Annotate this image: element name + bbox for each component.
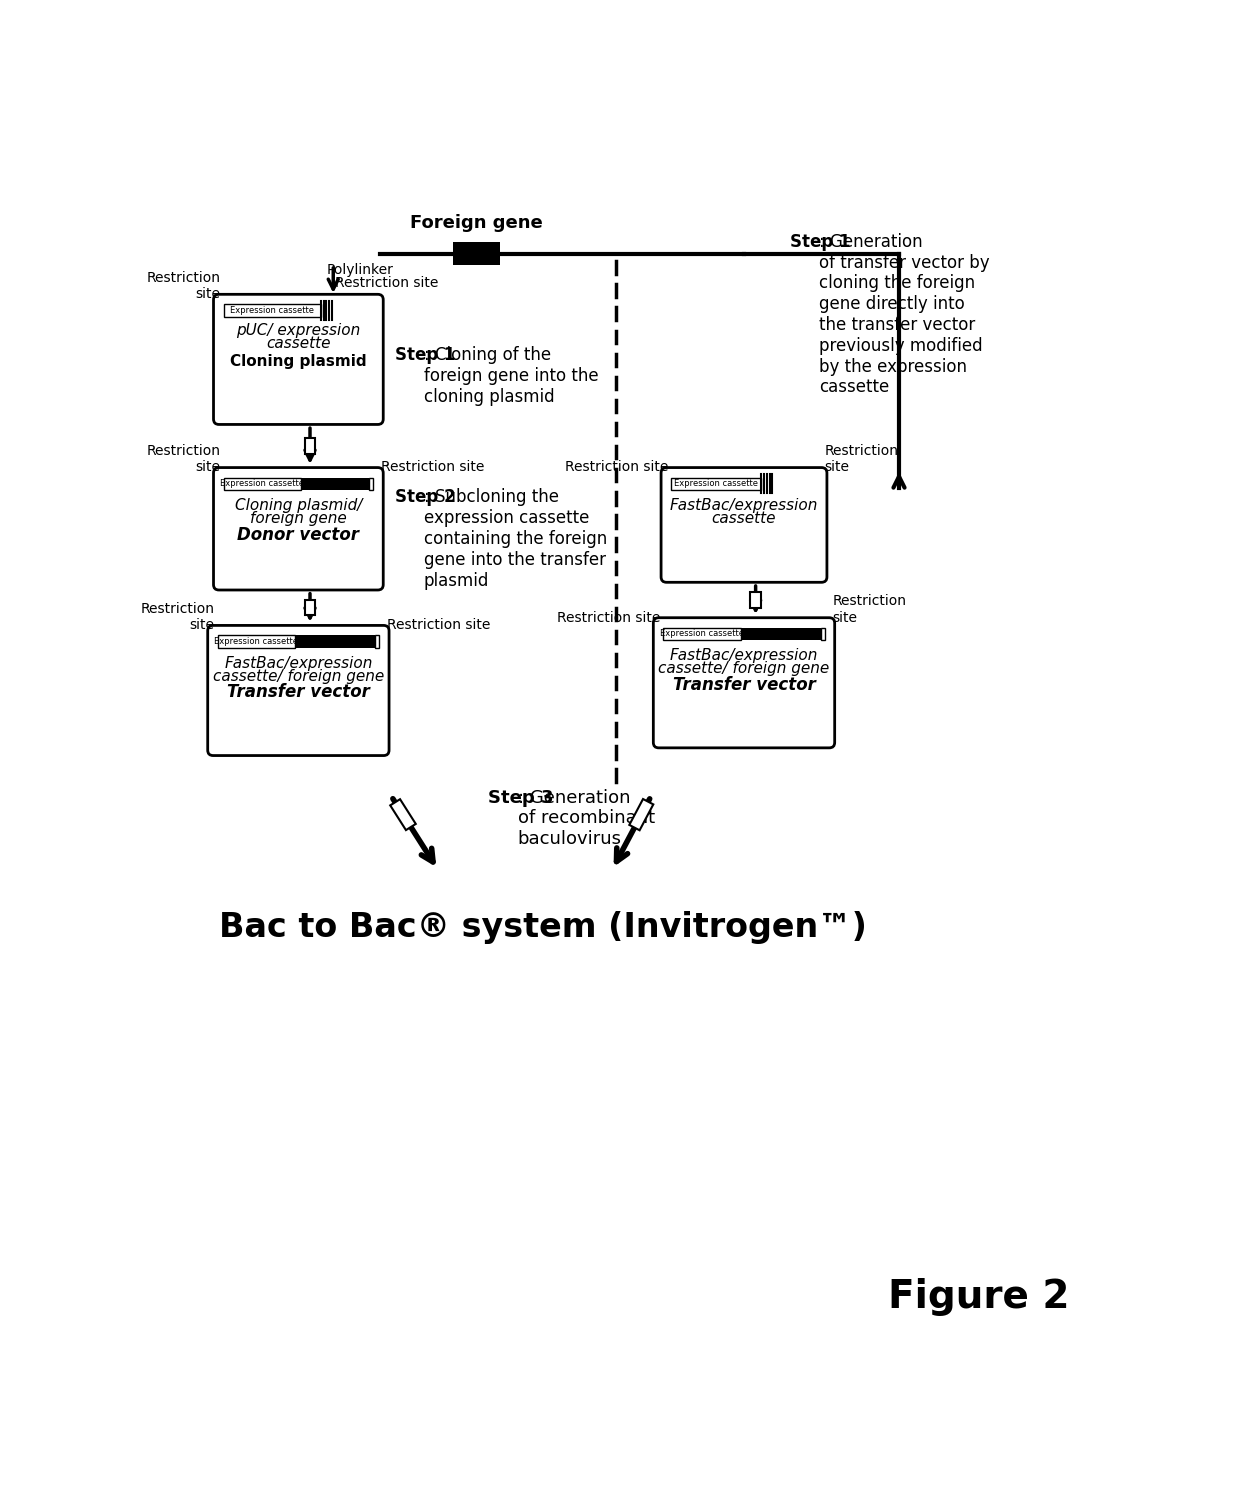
Text: cassette: cassette bbox=[267, 337, 331, 352]
Bar bbox=[454, 242, 500, 265]
Bar bbox=[391, 800, 415, 830]
Text: Restriction
site: Restriction site bbox=[146, 445, 221, 475]
FancyBboxPatch shape bbox=[207, 625, 389, 756]
Text: cassette/ foreign gene: cassette/ foreign gene bbox=[213, 669, 384, 684]
Text: FastBac/expression: FastBac/expression bbox=[224, 655, 372, 670]
Text: Polylinker: Polylinker bbox=[327, 263, 394, 277]
Bar bbox=[295, 636, 374, 648]
Text: cassette: cassette bbox=[712, 511, 776, 526]
Text: Restriction
site: Restriction site bbox=[146, 271, 221, 301]
Text: Cloning plasmid: Cloning plasmid bbox=[231, 353, 367, 368]
Bar bbox=[223, 478, 301, 490]
Text: : Generation
of transfer vector by
cloning the foreign
gene directly into
the tr: : Generation of transfer vector by cloni… bbox=[820, 233, 990, 397]
Text: : Cloning of the
foreign gene into the
cloning plasmid: : Cloning of the foreign gene into the c… bbox=[424, 346, 599, 406]
Text: Expression cassette: Expression cassette bbox=[660, 630, 744, 639]
FancyBboxPatch shape bbox=[653, 618, 835, 748]
Text: Restriction site: Restriction site bbox=[335, 277, 438, 290]
Text: pUC/ expression: pUC/ expression bbox=[237, 323, 361, 338]
Bar bbox=[671, 478, 761, 490]
Text: Restriction
site: Restriction site bbox=[140, 603, 215, 633]
Text: Expression cassette: Expression cassette bbox=[231, 307, 314, 316]
FancyBboxPatch shape bbox=[661, 467, 827, 582]
Text: Bac to Bac® system (Invitrogen™): Bac to Bac® system (Invitrogen™) bbox=[218, 911, 867, 944]
Text: : Generation
of recombinant
baculovirus: : Generation of recombinant baculovirus bbox=[518, 789, 655, 848]
Text: Step 2: Step 2 bbox=[396, 488, 456, 507]
Text: Restriction site: Restriction site bbox=[387, 618, 490, 633]
Text: Step 1: Step 1 bbox=[396, 346, 456, 364]
Bar bbox=[305, 600, 315, 615]
Bar bbox=[630, 800, 653, 830]
Text: FastBac/expression: FastBac/expression bbox=[670, 497, 818, 513]
FancyBboxPatch shape bbox=[213, 467, 383, 591]
Text: Expression cassette: Expression cassette bbox=[675, 479, 759, 488]
Text: Transfer vector: Transfer vector bbox=[672, 676, 816, 694]
Bar bbox=[301, 478, 370, 490]
Text: Step 3: Step 3 bbox=[489, 789, 554, 807]
Text: Restriction
site: Restriction site bbox=[825, 445, 899, 475]
Text: Restriction site: Restriction site bbox=[564, 460, 668, 475]
Text: Restriction site: Restriction site bbox=[381, 460, 485, 475]
Text: Transfer vector: Transfer vector bbox=[227, 684, 370, 702]
Text: Restriction
site: Restriction site bbox=[832, 595, 906, 625]
Text: FastBac/expression: FastBac/expression bbox=[670, 648, 818, 663]
Bar bbox=[218, 636, 295, 648]
Text: : Subcloning the
expression cassette
containing the foreign
gene into the transf: : Subcloning the expression cassette con… bbox=[424, 488, 608, 589]
Bar bbox=[740, 628, 821, 640]
Text: Donor vector: Donor vector bbox=[237, 526, 360, 544]
FancyBboxPatch shape bbox=[213, 295, 383, 424]
Bar bbox=[750, 592, 761, 607]
Text: Expression cassette: Expression cassette bbox=[215, 637, 299, 646]
Bar bbox=[223, 304, 321, 317]
Text: Step 1: Step 1 bbox=[791, 233, 851, 251]
Bar bbox=[305, 439, 315, 454]
Text: Expression cassette: Expression cassette bbox=[221, 479, 305, 488]
Text: Foreign gene: Foreign gene bbox=[410, 213, 543, 231]
Text: Cloning plasmid/: Cloning plasmid/ bbox=[234, 497, 362, 513]
Text: Figure 2: Figure 2 bbox=[888, 1278, 1069, 1315]
Text: cassette/ foreign gene: cassette/ foreign gene bbox=[658, 661, 830, 676]
Text: Restriction site: Restriction site bbox=[557, 610, 660, 625]
Text: foreign gene: foreign gene bbox=[250, 511, 347, 526]
Bar bbox=[370, 478, 373, 490]
Bar bbox=[821, 628, 825, 640]
Bar bbox=[374, 636, 379, 648]
Bar bbox=[663, 628, 740, 640]
